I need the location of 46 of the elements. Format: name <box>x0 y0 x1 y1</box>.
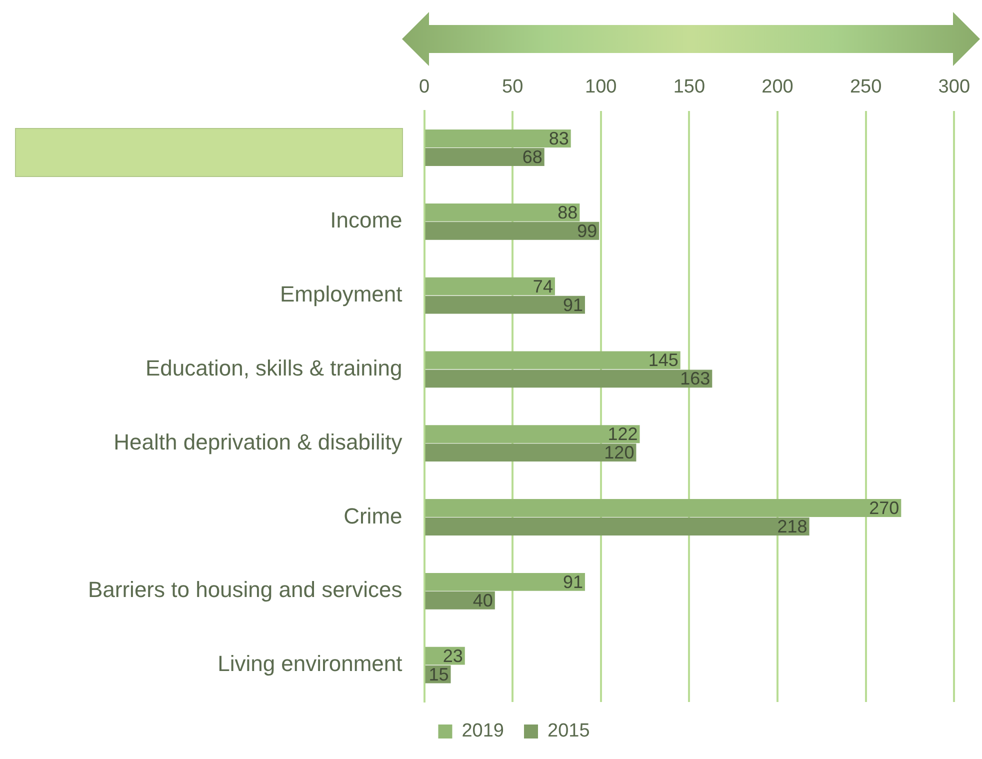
data-label: 218 <box>777 516 808 536</box>
data-label: 91 <box>562 572 583 592</box>
data-label: 83 <box>548 128 569 148</box>
x-tick-label: 200 <box>762 76 794 98</box>
y-tick-label: Health deprivation & disability <box>114 429 402 454</box>
bar <box>425 296 585 314</box>
bar <box>425 203 580 222</box>
legend-label: 2015 <box>548 720 590 742</box>
x-tick-label: 300 <box>938 76 970 98</box>
data-label: 270 <box>869 498 900 518</box>
x-tick-label: 150 <box>673 76 706 98</box>
y-tick-label: Crime <box>344 503 402 528</box>
legend-label: 2019 <box>462 720 504 742</box>
data-label: 15 <box>428 664 449 684</box>
bar <box>425 222 600 240</box>
bar <box>425 518 810 536</box>
data-label: 23 <box>442 646 463 666</box>
x-tick-label: 100 <box>585 76 617 98</box>
data-label: 99 <box>577 220 598 241</box>
bar <box>425 148 544 166</box>
bar <box>425 351 680 370</box>
data-label: 122 <box>608 424 638 444</box>
bar <box>425 591 495 610</box>
bar <box>425 130 571 148</box>
data-label: 91 <box>562 294 583 315</box>
data-label: 68 <box>522 146 542 167</box>
data-label: 74 <box>532 276 553 296</box>
y-tick-label: Income <box>330 208 402 233</box>
x-tick-label: 50 <box>502 76 524 98</box>
data-label: 120 <box>604 442 634 463</box>
bar <box>425 444 636 462</box>
y-tick-label: Barriers to housing and services <box>88 577 402 602</box>
bar <box>425 425 640 444</box>
data-label: 163 <box>680 368 710 389</box>
y-tick-label: Education, skills & training <box>145 356 402 381</box>
bar <box>425 572 585 591</box>
bar <box>425 370 712 388</box>
data-label: 40 <box>472 590 493 610</box>
data-label: 88 <box>558 202 578 222</box>
y-tick-label: Living environment <box>218 651 402 676</box>
x-tick-label: 0 <box>418 76 430 98</box>
data-label: 145 <box>648 350 678 370</box>
bar <box>425 499 902 517</box>
x-tick-label: 250 <box>850 76 882 98</box>
bar <box>425 277 555 296</box>
y-tick-label: Employment <box>280 282 402 307</box>
